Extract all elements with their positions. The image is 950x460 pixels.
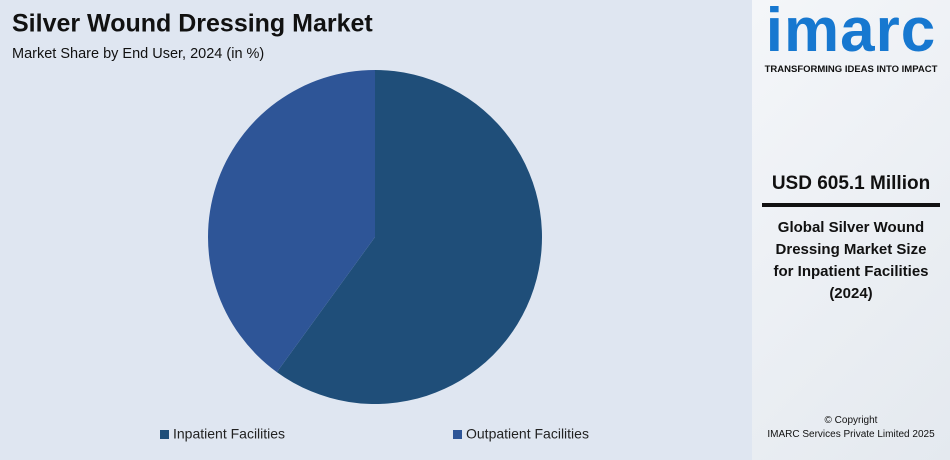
legend-swatch (453, 430, 462, 439)
chart-title: Silver Wound Dressing Market (12, 10, 373, 38)
copyright-line: IMARC Services Private Limited 2025 (767, 429, 935, 440)
copyright: © Copyright IMARC Services Private Limit… (752, 414, 950, 442)
pie-slice (208, 70, 375, 373)
copyright-line: © Copyright (824, 415, 878, 426)
legend-label: Inpatient Facilities (173, 426, 285, 442)
tagline: TRANSFORMING IDEAS INTO IMPACT (764, 64, 938, 75)
logo: imarc (765, 0, 937, 65)
sidebar: imarc TRANSFORMING IDEAS INTO IMPACT USD… (752, 0, 950, 460)
legend-swatch (160, 430, 169, 439)
description: Global Silver Wound Dressing Market Size… (773, 219, 929, 302)
legend-label: Outpatient Facilities (466, 426, 589, 442)
chart: Silver Wound Dressing Market Market Shar… (12, 10, 589, 442)
headline: USD 605.1 Million (762, 173, 940, 207)
chart-subtitle: Market Share by End User, 2024 (in %) (12, 46, 264, 62)
pie-slice (276, 70, 542, 404)
